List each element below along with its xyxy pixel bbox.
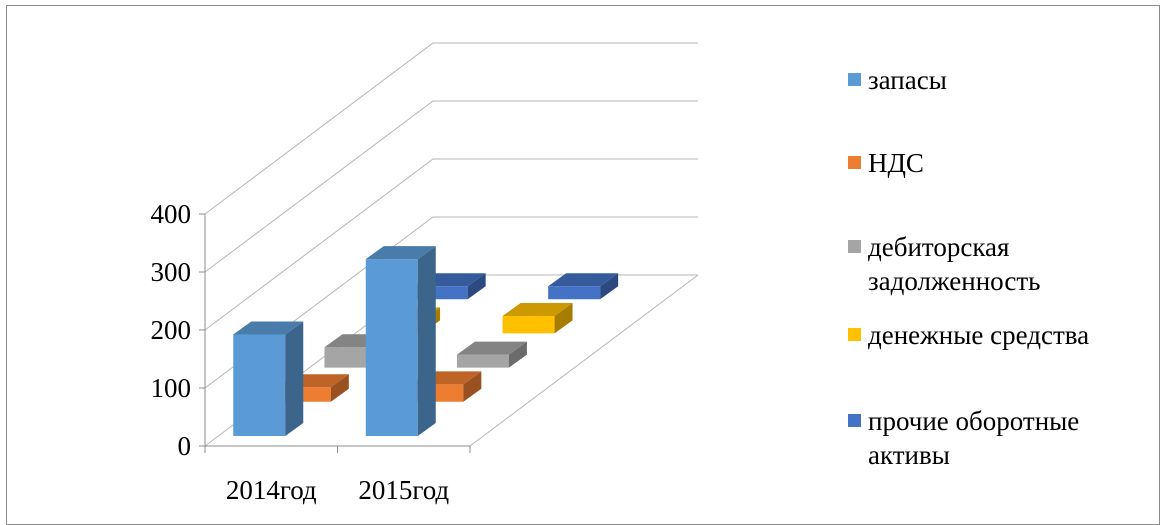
chart-legend: запасы НДС дебиторская задолженность ден… <box>848 0 1168 516</box>
legend-item-nds: НДС <box>848 146 924 180</box>
legend-item-zapasy: запасы <box>848 63 947 97</box>
bar-side-face <box>285 321 304 436</box>
x-tick-label: 2014год <box>226 475 317 505</box>
y-tick-label: 0 <box>178 431 192 461</box>
legend-swatch <box>848 73 861 86</box>
legend-item-other-assets: прочие оборотные активы <box>848 404 1128 472</box>
y-tick-label: 400 <box>151 199 192 229</box>
bar-top-face <box>365 246 436 260</box>
y-tick-label: 100 <box>151 373 192 403</box>
bar <box>548 273 619 300</box>
legend-item-cash: денежные средства <box>848 318 1089 352</box>
bar <box>233 321 304 436</box>
bar <box>456 341 527 368</box>
legend-label: НДС <box>868 148 924 178</box>
x-tick-label: 2015год <box>358 475 449 505</box>
y-tick-label: 200 <box>151 315 192 345</box>
y-tick-label: 300 <box>151 257 192 287</box>
gridline <box>204 158 698 331</box>
legend-label: денежные средства <box>868 320 1090 350</box>
legend-swatch <box>848 328 861 341</box>
bar-side-face <box>463 371 482 402</box>
bar-top-face <box>502 303 573 316</box>
bar-side-face <box>417 246 436 436</box>
bar <box>365 246 436 436</box>
gridline <box>204 100 698 273</box>
bar-front-face <box>548 286 601 300</box>
bar-top-face <box>233 321 304 335</box>
bar-side-face <box>330 374 349 402</box>
legend-label: запасы <box>868 65 947 95</box>
legend-label: прочие оборотные активы <box>868 406 1080 470</box>
legend-swatch <box>848 414 861 427</box>
bar-front-face <box>502 316 555 334</box>
bar-side-face <box>600 273 619 300</box>
legend-swatch <box>848 156 861 169</box>
floor-edge <box>469 274 699 447</box>
bar-front-face <box>365 259 418 436</box>
legend-item-receivables: дебиторская задолженность <box>848 230 1088 298</box>
gridline <box>204 42 698 215</box>
bar-front-face <box>456 354 509 368</box>
bar-side-face <box>467 273 486 300</box>
bar-side-face <box>554 303 573 334</box>
legend-label: дебиторская задолженность <box>868 232 1041 296</box>
bar-top-face <box>548 273 619 287</box>
bar-side-face <box>508 341 527 368</box>
bar-front-face <box>233 334 286 436</box>
bar <box>502 303 573 334</box>
chart-frame <box>6 5 1160 525</box>
bar-front-face <box>324 347 377 368</box>
bar-top-face <box>456 341 527 355</box>
legend-swatch <box>848 240 861 253</box>
